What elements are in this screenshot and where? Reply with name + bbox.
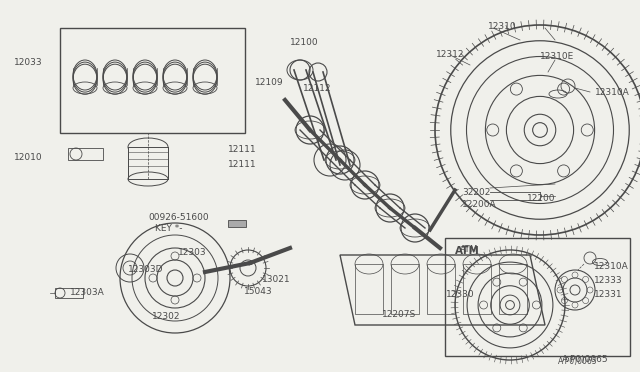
- Text: 12033: 12033: [14, 58, 43, 67]
- Text: 12310A: 12310A: [595, 88, 630, 97]
- Text: A·P0)0065: A·P0)0065: [562, 355, 609, 364]
- Text: 12111: 12111: [228, 160, 257, 169]
- Text: 13021: 13021: [262, 275, 291, 284]
- Text: 12303: 12303: [178, 248, 207, 257]
- Bar: [128, 147, 168, 179]
- Text: 12310E: 12310E: [540, 52, 574, 61]
- Text: 12111: 12111: [228, 145, 257, 154]
- Text: 12330: 12330: [446, 290, 475, 299]
- Text: 12200A: 12200A: [462, 200, 497, 209]
- Text: 12310A: 12310A: [594, 262, 628, 271]
- Text: A·P0)0065: A·P0)0065: [558, 357, 598, 366]
- Bar: [463, 264, 491, 314]
- Text: 12303A: 12303A: [70, 288, 105, 297]
- Bar: [445, 238, 630, 356]
- Text: 12303D: 12303D: [128, 265, 163, 274]
- Text: 12100: 12100: [290, 38, 319, 47]
- Bar: [60, 28, 245, 133]
- Bar: [228, 220, 246, 227]
- Bar: [391, 264, 419, 314]
- Bar: [499, 264, 527, 314]
- Text: 12331: 12331: [594, 290, 623, 299]
- Text: 32202: 32202: [462, 188, 490, 197]
- Text: 12333: 12333: [594, 276, 623, 285]
- Text: 12312: 12312: [436, 50, 465, 59]
- Text: 12200: 12200: [527, 194, 556, 203]
- Text: 12112: 12112: [303, 84, 332, 93]
- Bar: [68, 148, 103, 160]
- Bar: [55, 288, 83, 298]
- Text: 12207S: 12207S: [382, 310, 416, 319]
- Text: 12109: 12109: [255, 78, 284, 87]
- Bar: [355, 264, 383, 314]
- Text: 12010: 12010: [14, 153, 43, 162]
- Text: 12302: 12302: [152, 312, 180, 321]
- Text: ATM: ATM: [455, 246, 480, 256]
- Text: KEY *-: KEY *-: [155, 224, 182, 233]
- Text: 00926-51600: 00926-51600: [148, 213, 209, 222]
- Text: ATM: ATM: [460, 245, 479, 254]
- Bar: [427, 264, 455, 314]
- Text: 12310: 12310: [488, 22, 516, 31]
- Text: 15043: 15043: [244, 287, 273, 296]
